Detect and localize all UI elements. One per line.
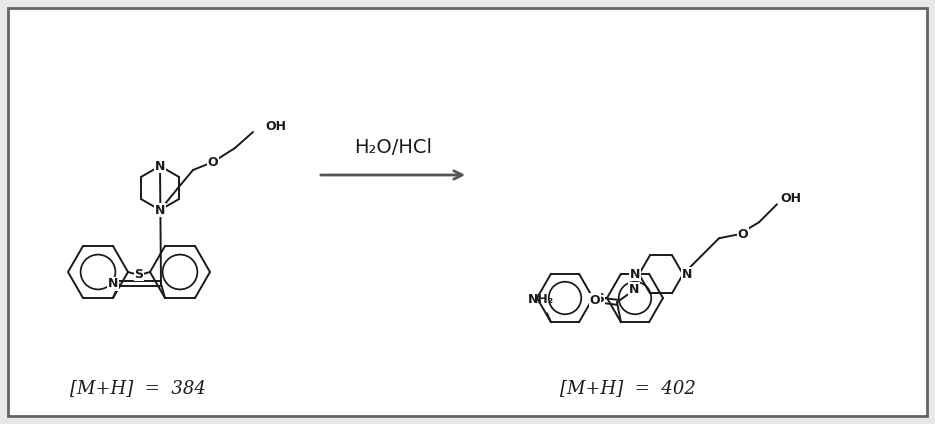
Text: O: O [738, 228, 748, 241]
Text: N: N [155, 204, 165, 217]
Text: N: N [155, 159, 165, 173]
Text: N: N [630, 268, 640, 281]
Text: [M+H]  =  384: [M+H] = 384 [70, 379, 206, 397]
Text: S: S [596, 292, 605, 304]
Text: OH: OH [265, 120, 286, 134]
Text: N: N [682, 268, 692, 281]
Text: N: N [108, 277, 118, 290]
Text: N: N [629, 283, 640, 296]
Text: OH: OH [780, 192, 801, 205]
Text: O: O [590, 294, 600, 307]
Text: NH₂: NH₂ [528, 293, 554, 306]
Text: O: O [208, 156, 218, 168]
Text: H₂O/HCl: H₂O/HCl [354, 138, 432, 157]
Text: S: S [135, 268, 143, 281]
Text: [M+H]  =  402: [M+H] = 402 [560, 379, 696, 397]
